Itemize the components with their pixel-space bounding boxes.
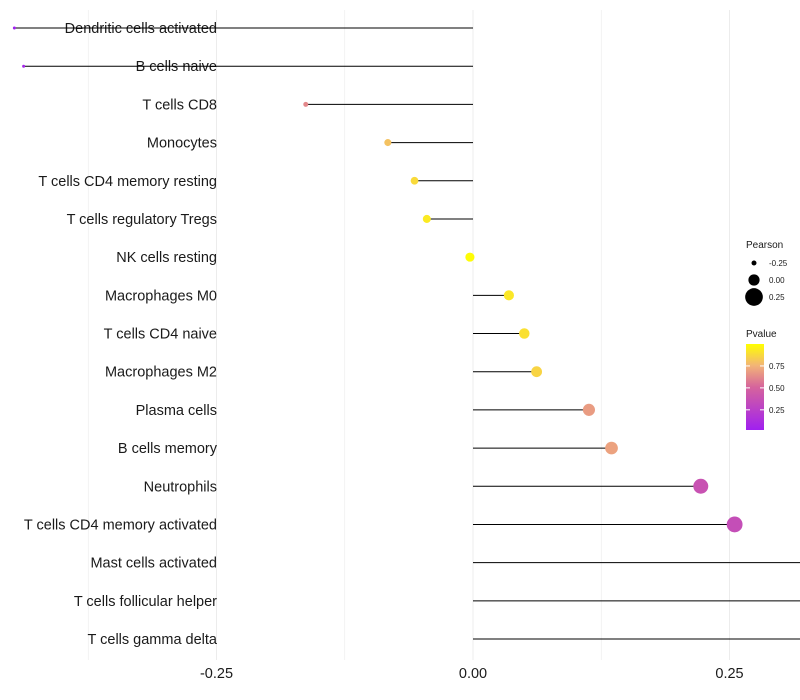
lollipop-dot: [12, 26, 16, 30]
legend-size-label: -0.25: [769, 259, 788, 268]
legend-color-label: 0.75: [769, 362, 785, 371]
category-label: Macrophages M2: [105, 365, 217, 381]
x-axis-ticks: -0.250.000.250.50: [200, 666, 744, 682]
category-label: T cells CD4 memory resting: [38, 174, 217, 190]
lollipop-dot: [303, 101, 309, 107]
lollipop-dots: [12, 26, 743, 533]
category-label: Macrophages M0: [105, 288, 217, 304]
category-label: T cells CD8: [142, 97, 217, 113]
category-label: Monocytes: [147, 136, 217, 152]
lollipop-dot: [422, 214, 431, 223]
legend-size-dot: [745, 288, 763, 306]
lollipop-dot: [582, 403, 596, 416]
category-label: T cells gamma delta: [88, 632, 218, 648]
lollipop-dot: [22, 64, 26, 68]
x-tick-label: 0.25: [715, 666, 743, 682]
legend-color-label: 0.25: [769, 406, 785, 415]
lollipop-dot: [410, 176, 419, 185]
lollipop-dot: [465, 252, 475, 262]
legend-size-dot: [748, 274, 760, 286]
lollipop-dot: [693, 478, 709, 494]
x-tick-label: 0.00: [459, 666, 487, 682]
legend-colorbar: [746, 344, 764, 430]
size-legend: -0.25 0.00 0.25: [745, 259, 788, 306]
grid: [87, 10, 730, 660]
category-label: Plasma cells: [136, 403, 217, 419]
lollipop-dot: [531, 366, 543, 378]
legend-color-title: Pvalue: [746, 329, 777, 340]
legend: Pearson -0.25 0.00 0.25 Pvalue 0.75 0.50 0.2…: [745, 240, 788, 430]
category-label: B cells naive: [136, 59, 217, 75]
category-label: Dendritic cells activated: [65, 21, 217, 37]
category-label: T cells CD4 naive: [104, 327, 217, 343]
category-label: T cells regulatory Tregs: [67, 212, 217, 228]
category-label: B cells memory: [118, 441, 218, 457]
legend-color-label: 0.50: [769, 384, 785, 393]
category-label: T cells follicular helper: [74, 594, 217, 610]
category-labels: Dendritic cells activated B cells naive T …: [24, 21, 218, 648]
lollipop-dot: [384, 139, 392, 147]
lollipop-dot: [726, 516, 743, 533]
lollipop-dot: [605, 441, 618, 455]
x-tick-label: -0.25: [200, 666, 233, 682]
legend-size-title: Pearson: [746, 240, 783, 251]
lollipop-dot: [519, 328, 530, 339]
legend-size-dot: [751, 260, 757, 266]
lollipop-stems: [14, 27, 800, 640]
legend-size-label: 0.00: [769, 276, 785, 285]
legend-size-label: 0.25: [769, 293, 785, 302]
category-label: Neutrophils: [144, 479, 217, 495]
category-label: Mast cells activated: [90, 556, 217, 572]
category-label: T cells CD4 memory activated: [24, 517, 217, 533]
lollipop-dot: [503, 290, 514, 301]
category-label: NK cells resting: [116, 250, 217, 266]
color-legend: 0.75 0.50 0.25: [746, 362, 785, 415]
